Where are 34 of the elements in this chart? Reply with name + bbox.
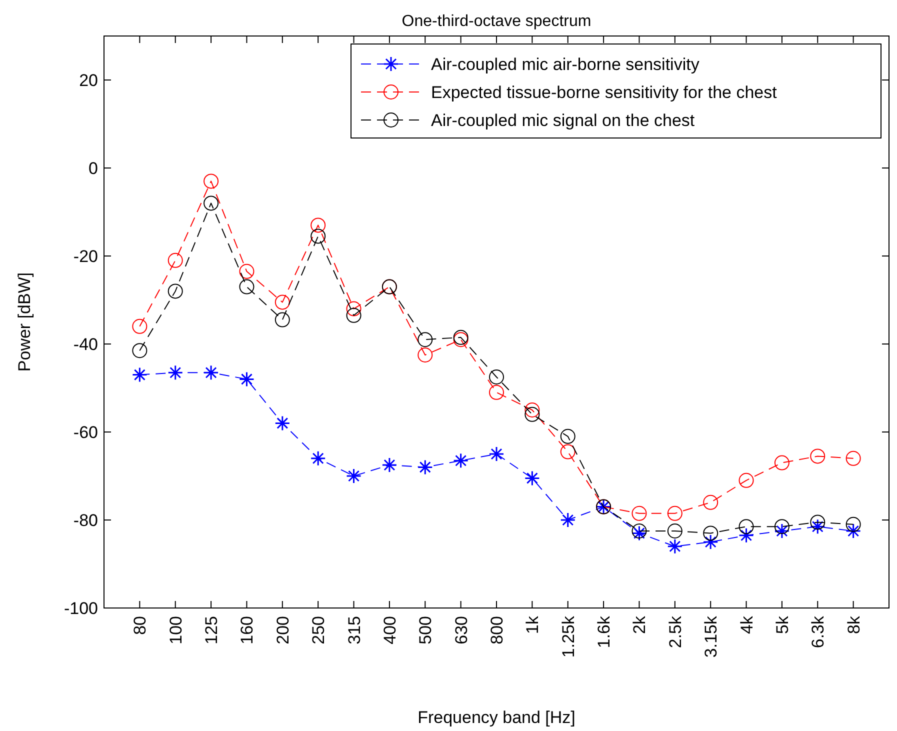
y-tick-label: -20 xyxy=(73,246,98,266)
x-tick-label: 1k xyxy=(523,616,542,634)
x-tick-label: 200 xyxy=(273,616,292,644)
y-tick-label: -40 xyxy=(73,334,98,354)
x-tick-label: 315 xyxy=(344,616,364,644)
x-tick-label: 800 xyxy=(488,616,506,644)
x-tick-label: 2.5k xyxy=(666,616,685,648)
y-tick-label: 20 xyxy=(79,70,98,90)
x-tick-label: 6.3k xyxy=(808,616,828,648)
x-tick-label: 500 xyxy=(416,616,436,644)
x-tick-label: 5k xyxy=(772,616,792,634)
x-tick-label: 100 xyxy=(166,616,186,644)
x-tick-label: 2k xyxy=(630,616,650,634)
x-tick-label: 3.15k xyxy=(702,616,721,658)
chart-title: One-third-octave spectrum xyxy=(402,13,592,30)
x-tick-label: 400 xyxy=(380,616,400,644)
x-tick-label: 1.6k xyxy=(594,616,614,648)
x-tick-label: 250 xyxy=(309,616,328,644)
x-tick-label: 4k xyxy=(737,616,756,634)
x-tick-label: 1.25k xyxy=(558,616,578,658)
y-tick-label: -60 xyxy=(73,422,98,442)
x-tick-label: 630 xyxy=(452,616,471,644)
legend-label: Air-coupled mic air-borne sensitivity xyxy=(431,54,700,74)
y-axis-title: Power [dBW] xyxy=(15,272,34,372)
x-tick-label: 160 xyxy=(238,616,257,644)
y-tick-label: -80 xyxy=(73,510,98,530)
x-tick-label: 125 xyxy=(202,616,222,644)
legend-label: Air-coupled mic signal on the chest xyxy=(431,110,695,130)
x-tick-label: 80 xyxy=(130,616,150,635)
x-axis-title: Frequency band [Hz] xyxy=(418,708,576,727)
legend-label: Expected tissue-borne sensitivity for the chest xyxy=(431,82,778,102)
y-tick-label: 0 xyxy=(88,158,98,178)
x-tick-label: 8k xyxy=(844,616,864,634)
y-tick-label: -100 xyxy=(64,598,98,618)
